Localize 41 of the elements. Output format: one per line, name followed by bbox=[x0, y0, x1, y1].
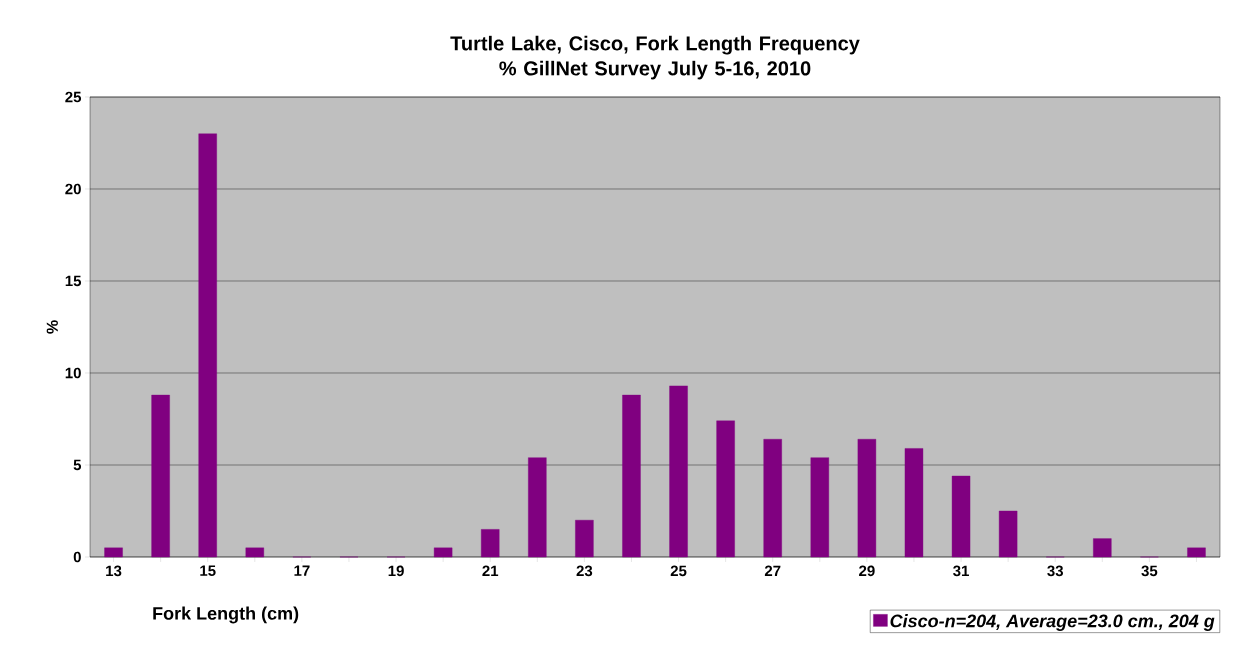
bar bbox=[1093, 538, 1112, 558]
y-tick-label: 25 bbox=[65, 91, 82, 103]
y-tick-label: 0 bbox=[73, 551, 81, 563]
bar bbox=[622, 394, 641, 558]
bar bbox=[575, 520, 594, 558]
bar bbox=[716, 420, 735, 558]
bar bbox=[433, 547, 453, 558]
bar bbox=[763, 439, 782, 558]
bar bbox=[810, 457, 829, 558]
y-tick-label: 15 bbox=[65, 275, 82, 287]
bar bbox=[669, 385, 688, 558]
x-tick-label: 17 bbox=[294, 565, 310, 576]
x-tick-label: 15 bbox=[200, 565, 216, 576]
legend-label: Cisco-n=204, Average=23.0 cm., 204 g bbox=[890, 614, 1215, 631]
x-tick-label: 31 bbox=[953, 565, 969, 577]
y-tick-label: 5 bbox=[73, 459, 82, 471]
x-tick-label: 13 bbox=[106, 565, 122, 577]
bar bbox=[857, 439, 877, 558]
y-tick-label: 20 bbox=[65, 183, 81, 195]
x-tick-label: 33 bbox=[1047, 565, 1064, 577]
bar bbox=[1187, 547, 1206, 558]
bar bbox=[104, 547, 123, 558]
x-tick-label: 23 bbox=[576, 565, 593, 577]
y-axis-title: % bbox=[46, 320, 58, 334]
bar bbox=[151, 394, 170, 558]
chart-title: Turtle Lake, Cisco, Fork Length Frequency % GillNet Survey July 5-16, 2010 bbox=[450, 35, 860, 80]
x-tick-label: 27 bbox=[764, 565, 781, 577]
x-tick-label: 21 bbox=[482, 565, 499, 577]
x-tick-label: 19 bbox=[388, 565, 404, 577]
bar bbox=[951, 475, 971, 558]
x-tick-label: 29 bbox=[859, 565, 875, 577]
x-tick-label: 35 bbox=[1141, 565, 1158, 577]
x-tick-label: 25 bbox=[670, 565, 687, 577]
bar bbox=[904, 448, 924, 558]
y-tick-label: 10 bbox=[65, 367, 81, 379]
bar bbox=[528, 457, 547, 558]
bar bbox=[198, 133, 217, 558]
bar bbox=[998, 510, 1018, 558]
x-axis-title: Fork Length (cm) bbox=[153, 606, 299, 624]
bar bbox=[481, 529, 500, 558]
bar bbox=[245, 547, 264, 558]
